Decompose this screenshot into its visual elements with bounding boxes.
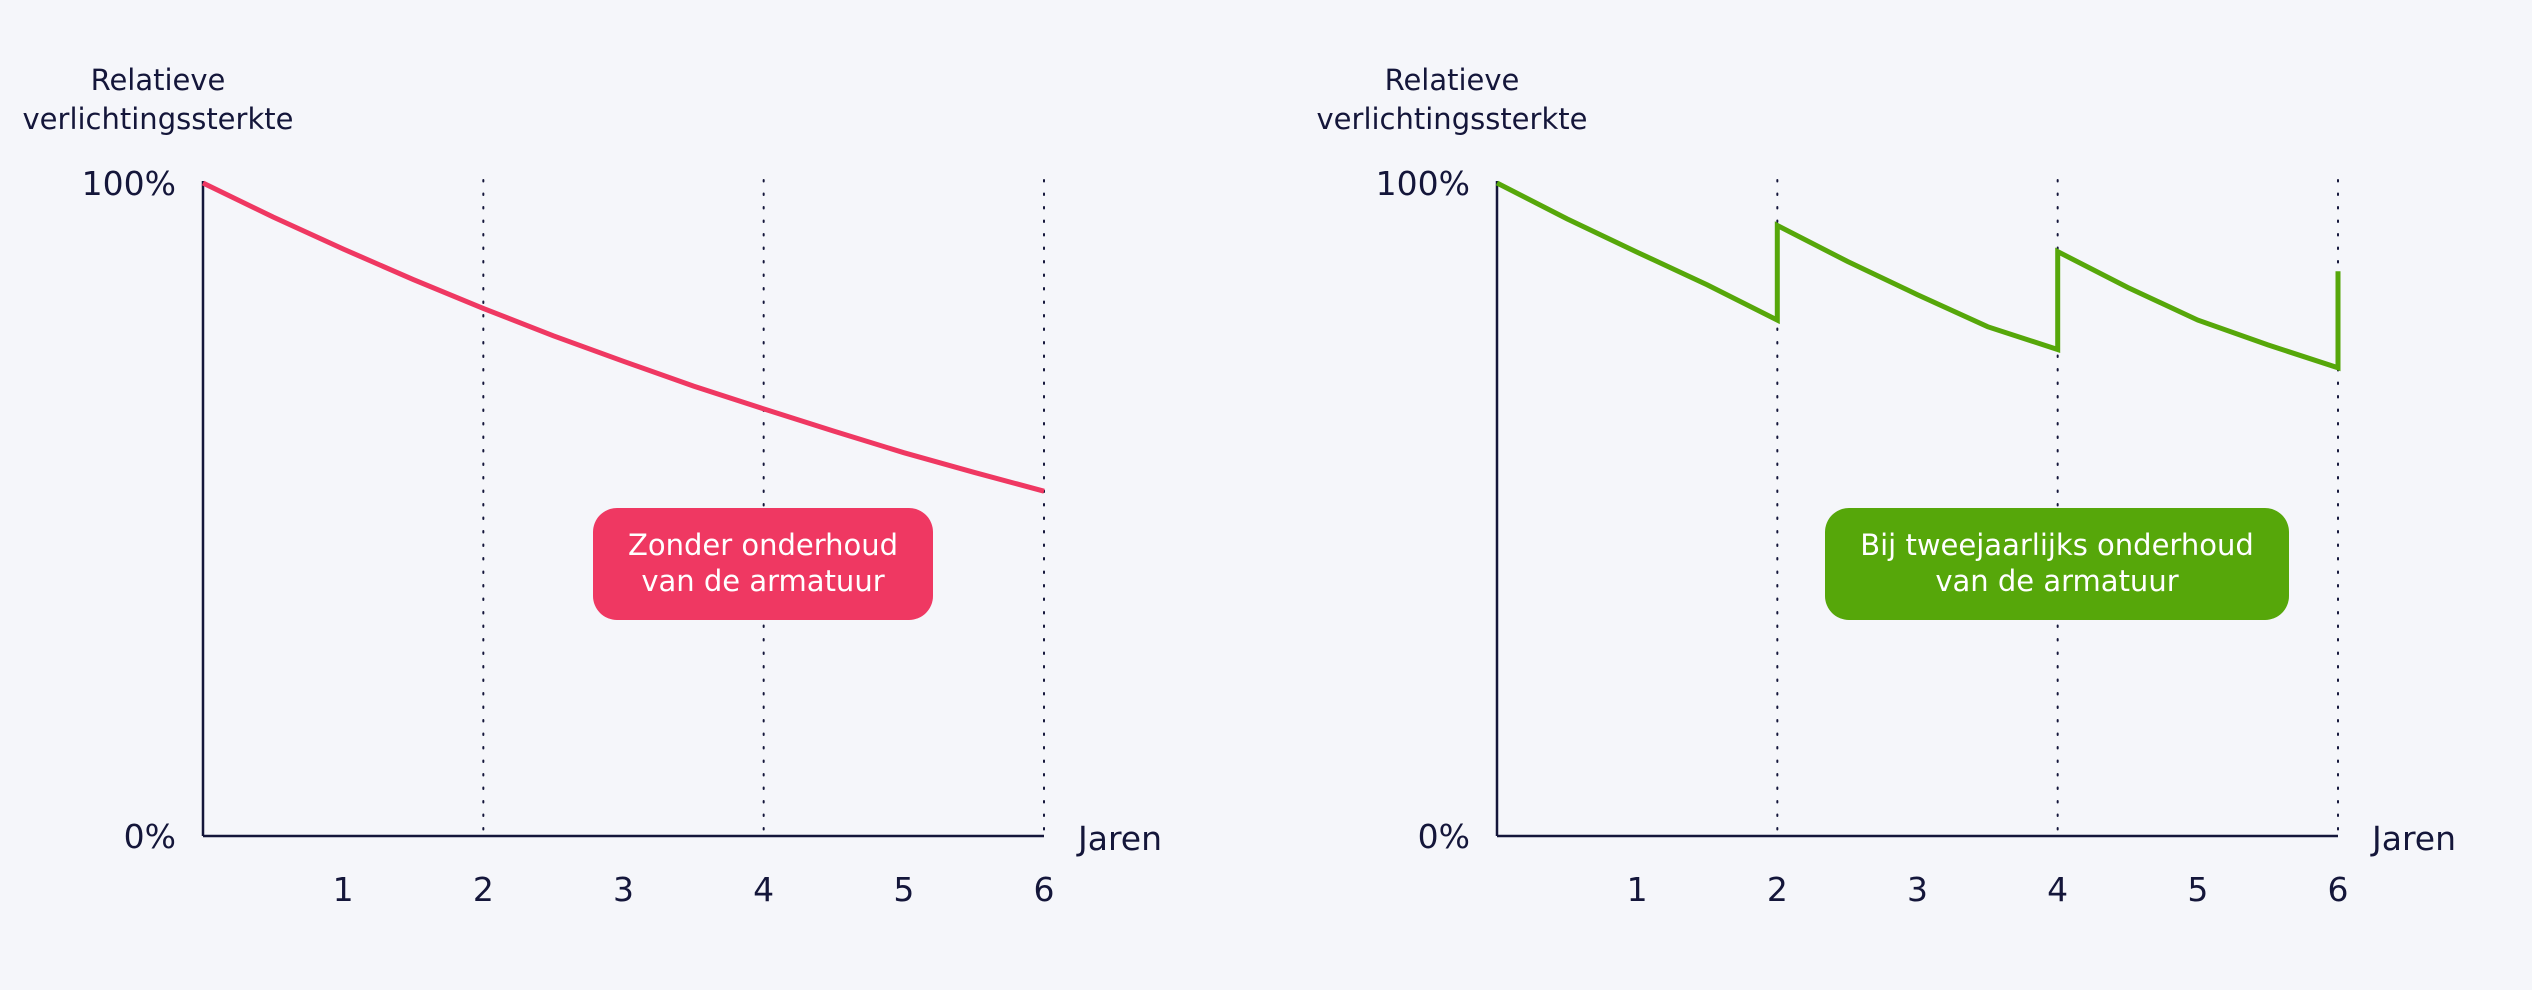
callout-background xyxy=(1825,508,2289,620)
x-tick-label: 6 xyxy=(1034,870,1055,909)
x-tick-label: 2 xyxy=(1767,870,1788,909)
x-axis-title: Jaren xyxy=(1076,819,1162,858)
callout-line-1: Bij tweejaarlijks onderhoud xyxy=(1860,528,2254,562)
callout-label: Bij tweejaarlijks onderhoud van de armatu… xyxy=(1860,528,2254,598)
callout-badge: Bij tweejaarlijks onderhoud van de armatu… xyxy=(1825,508,2289,620)
x-tick-label: 6 xyxy=(2328,870,2349,909)
y-axis-title-line-2: verlichtingssterkte xyxy=(1317,102,1588,136)
callout-line-2: van de armatuur xyxy=(1935,564,2178,598)
series-line-1 xyxy=(201,180,1045,494)
x-tick-label: 5 xyxy=(893,870,914,909)
callout-line-2: van de armatuur xyxy=(641,564,884,598)
x-axis-title: Jaren xyxy=(2370,819,2456,858)
x-tick-label: 5 xyxy=(2187,870,2208,909)
y-tick-label: 0% xyxy=(124,817,176,856)
y-axis-title-line-2: verlichtingssterkte xyxy=(23,102,294,136)
y-axis-title-line-1: Relatieve xyxy=(1385,63,1520,97)
callout-badge: Zonder onderhoud van de armatuur xyxy=(593,508,933,620)
y-axis-title: Relatieve verlichtingssterkte xyxy=(23,63,294,136)
x-tick-label: 3 xyxy=(613,870,634,909)
y-axis-title: Relatieve verlichtingssterkte xyxy=(1317,63,1588,136)
y-tick-label: 100% xyxy=(82,164,176,203)
y-tick-label: 100% xyxy=(1376,164,1470,203)
y-tick-label: 0% xyxy=(1418,817,1470,856)
chart-panel-1: Relatieve verlichtingssterkte 100% 0% 1 2 3 4 5 6… xyxy=(23,63,1162,909)
x-tick-label: 1 xyxy=(333,870,354,909)
x-tick-label: 4 xyxy=(753,870,774,909)
chart-panel-2: Relatieve verlichtingssterkte 100% 0% 1 2 3 4 5 6… xyxy=(1317,63,2456,909)
series-line-1 xyxy=(1495,180,2341,372)
callout-background xyxy=(593,508,933,620)
x-tick-label: 2 xyxy=(473,870,494,909)
x-tick-label: 1 xyxy=(1627,870,1648,909)
x-tick-label: 3 xyxy=(1907,870,1928,909)
y-axis-title-line-1: Relatieve xyxy=(91,63,226,97)
callout-line-1: Zonder onderhoud xyxy=(628,528,898,562)
callout-label: Zonder onderhoud van de armatuur xyxy=(628,528,898,598)
x-tick-label: 4 xyxy=(2047,870,2068,909)
